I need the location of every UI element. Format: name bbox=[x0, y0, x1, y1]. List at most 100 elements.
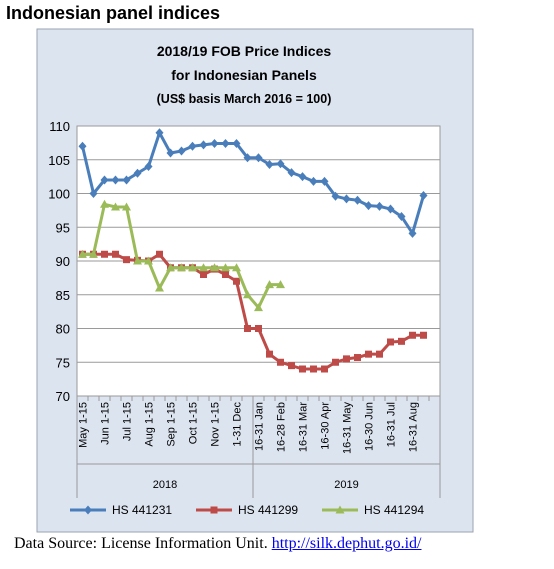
data-point bbox=[232, 139, 241, 149]
data-point bbox=[243, 290, 252, 299]
legend: HS 441231 HS 441299 HS 441294 bbox=[70, 503, 424, 517]
data-point bbox=[320, 176, 329, 186]
data-point bbox=[265, 280, 274, 289]
year-label: 2019 bbox=[334, 479, 358, 491]
legend-marker bbox=[84, 505, 92, 515]
data-point bbox=[354, 354, 361, 362]
y-tick-label: 70 bbox=[56, 389, 70, 404]
chart-title-line-2: for Indonesian Panels bbox=[171, 67, 317, 83]
y-tick-label: 85 bbox=[56, 288, 70, 303]
data-point bbox=[133, 256, 142, 265]
data-point bbox=[342, 194, 351, 204]
data-point bbox=[155, 128, 164, 138]
data-point bbox=[89, 249, 98, 258]
data-point bbox=[397, 211, 406, 221]
data-source-text: Data Source: License Information Unit. bbox=[14, 535, 268, 552]
data-point bbox=[89, 189, 98, 198]
data-point bbox=[321, 365, 328, 373]
x-tick-label: 16-30 Apr bbox=[320, 402, 332, 450]
data-point bbox=[420, 331, 427, 339]
data-point bbox=[232, 263, 241, 272]
x-tick-label: May 1-15 bbox=[78, 402, 90, 448]
data-point bbox=[144, 162, 153, 171]
data-point bbox=[386, 204, 395, 214]
data-point bbox=[100, 175, 109, 185]
year-label: 2018 bbox=[153, 479, 177, 491]
data-point bbox=[243, 153, 252, 163]
data-source: Data Source: License Information Unit. h… bbox=[14, 535, 421, 553]
data-point bbox=[287, 168, 296, 178]
data-point bbox=[398, 337, 405, 345]
x-tick-label: 16-31 Jan bbox=[254, 402, 266, 451]
x-tick-label: Nov 1-15 bbox=[210, 402, 222, 447]
data-point bbox=[199, 140, 208, 150]
x-tick-label: 16-28 Feb bbox=[276, 402, 288, 452]
x-tick-label: 1-31 Dec bbox=[232, 402, 244, 447]
data-point bbox=[375, 201, 384, 211]
y-axis-ticks: 70 75 80 85 90 95 100 105 110 bbox=[48, 119, 70, 404]
data-point bbox=[177, 263, 186, 272]
data-point bbox=[188, 141, 197, 151]
legend-label: HS 441294 bbox=[364, 503, 424, 517]
data-point bbox=[78, 141, 87, 151]
y-tick-label: 105 bbox=[48, 153, 70, 168]
data-point bbox=[222, 271, 229, 278]
legend-marker bbox=[335, 505, 345, 514]
legend-item: HS 441231 bbox=[70, 503, 172, 517]
series-3 bbox=[78, 199, 285, 312]
data-point bbox=[310, 365, 317, 373]
data-point bbox=[331, 191, 340, 201]
data-point bbox=[309, 176, 318, 186]
data-point bbox=[155, 283, 164, 292]
chart-title-line-1: 2018/19 FOB Price Indices bbox=[157, 43, 332, 59]
data-point bbox=[419, 191, 428, 201]
data-point bbox=[254, 153, 263, 163]
legend-label: HS 441231 bbox=[112, 503, 172, 517]
legend-marker bbox=[210, 506, 218, 514]
y-tick-label: 95 bbox=[56, 220, 70, 235]
data-point bbox=[122, 175, 131, 185]
data-point bbox=[133, 168, 142, 178]
x-tick-label: 16-31 May bbox=[342, 402, 354, 454]
data-point bbox=[101, 250, 108, 258]
data-point bbox=[177, 146, 186, 156]
y-tick-label: 110 bbox=[49, 119, 70, 134]
legend-item: HS 441299 bbox=[196, 503, 298, 517]
data-point bbox=[123, 256, 130, 264]
data-point bbox=[299, 365, 306, 373]
y-tick-label: 80 bbox=[56, 322, 70, 337]
data-point bbox=[353, 195, 362, 205]
data-point bbox=[276, 280, 285, 289]
data-point bbox=[111, 202, 120, 211]
data-point bbox=[266, 350, 273, 358]
series-1 bbox=[78, 128, 428, 238]
x-tick-label: Sep 1-15 bbox=[166, 402, 178, 447]
data-point bbox=[332, 358, 339, 366]
data-point bbox=[111, 175, 120, 185]
y-tick-label: 75 bbox=[56, 355, 70, 370]
data-point bbox=[122, 202, 131, 211]
data-point bbox=[144, 256, 153, 265]
data-point bbox=[364, 201, 373, 211]
legend-label: HS 441299 bbox=[238, 503, 298, 517]
x-tick-label: Oct 1-15 bbox=[188, 402, 200, 444]
data-point bbox=[376, 350, 383, 358]
page-heading: Indonesian panel indices bbox=[6, 3, 221, 23]
data-point bbox=[288, 362, 295, 370]
data-source-link[interactable]: http://silk.dephut.go.id/ bbox=[271, 535, 422, 552]
data-point bbox=[166, 263, 175, 272]
data-point bbox=[210, 139, 219, 149]
chart-subtitle: (US$ basis March 2016 = 100) bbox=[157, 92, 332, 106]
data-point bbox=[408, 228, 417, 238]
data-point bbox=[156, 250, 163, 258]
data-point bbox=[277, 358, 284, 366]
data-point bbox=[188, 263, 197, 272]
data-point bbox=[255, 325, 262, 332]
x-tick-label: 16-30 Jun bbox=[364, 402, 376, 451]
data-point bbox=[112, 250, 119, 258]
x-tick-label: Aug 1-15 bbox=[144, 402, 156, 447]
data-point bbox=[254, 303, 263, 312]
y-tick-label: 100 bbox=[48, 187, 70, 202]
data-point bbox=[200, 271, 207, 278]
